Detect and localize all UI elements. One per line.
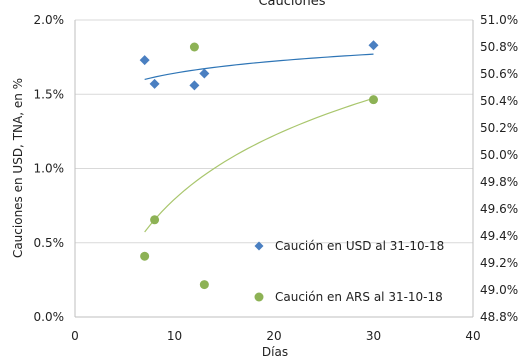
x-tick-label: 0 bbox=[71, 329, 79, 343]
legend-marker-ars bbox=[254, 292, 264, 302]
y-right-tick-label: 49.8% bbox=[480, 175, 518, 189]
usd-data-point bbox=[189, 80, 200, 91]
trendline bbox=[144, 53, 374, 80]
usd-data-point bbox=[368, 40, 379, 51]
ars-data-point bbox=[150, 215, 160, 225]
usd-data-point bbox=[199, 68, 210, 79]
y-right-tick-label: 50.2% bbox=[480, 121, 518, 135]
usd-data-point bbox=[149, 78, 160, 89]
y-right-tick-label: 50.0% bbox=[480, 148, 518, 162]
legend: Caución en USD al 31-10-18 Caución en ARS… bbox=[254, 239, 444, 304]
y-right-tick-label: 51.0% bbox=[480, 13, 518, 27]
x-axis-label: Días bbox=[262, 345, 288, 358]
usd-data-point bbox=[139, 55, 150, 66]
x-tick-label: 10 bbox=[167, 329, 182, 343]
y-left-axis-ticks: 0.0% 0.5% 1.0% 1.5% 2.0% bbox=[34, 13, 65, 324]
data-points bbox=[139, 40, 379, 290]
gridlines bbox=[75, 19, 473, 318]
x-axis-ticks: 0 10 20 30 40 bbox=[71, 329, 480, 343]
trendline bbox=[144, 97, 374, 233]
y-right-axis-ticks: 48.8% 49.0% 49.2% 49.4% 49.6% 49.8% 50.0% 50.2%… bbox=[480, 13, 518, 324]
y-left-tick-label: 0.0% bbox=[34, 310, 65, 324]
ars-data-point bbox=[369, 95, 378, 105]
y-right-tick-label: 50.6% bbox=[480, 67, 518, 81]
y-right-tick-label: 49.0% bbox=[480, 283, 518, 297]
y-right-tick-label: 49.2% bbox=[480, 256, 518, 270]
ars-data-point bbox=[199, 280, 209, 290]
legend-label: Caución en USD al 31-10-18 bbox=[275, 239, 444, 253]
y-right-tick-label: 48.8% bbox=[480, 310, 518, 324]
legend-label: Caución en ARS al 31-10-18 bbox=[275, 290, 443, 304]
y-left-axis-label: Cauciones en USD, TNA, en % bbox=[11, 78, 25, 258]
x-tick-label: 40 bbox=[465, 329, 480, 343]
y-right-tick-label: 49.4% bbox=[480, 229, 518, 243]
trendlines bbox=[144, 53, 374, 233]
x-tick-label: 30 bbox=[366, 329, 381, 343]
y-left-tick-label: 2.0% bbox=[34, 13, 65, 27]
chart-title: Cauciones bbox=[258, 0, 325, 9]
ars-data-point bbox=[140, 251, 150, 261]
y-left-tick-label: 0.5% bbox=[34, 236, 65, 250]
legend-marker-usd bbox=[254, 241, 264, 251]
plot-frame bbox=[74, 20, 474, 318]
y-left-tick-label: 1.0% bbox=[34, 162, 65, 176]
y-left-tick-label: 1.5% bbox=[34, 87, 65, 101]
y-right-tick-label: 50.4% bbox=[480, 94, 518, 108]
y-right-tick-label: 50.8% bbox=[480, 40, 518, 54]
x-tick-label: 20 bbox=[266, 329, 281, 343]
ars-data-point bbox=[189, 42, 199, 52]
y-right-tick-label: 49.6% bbox=[480, 202, 518, 216]
